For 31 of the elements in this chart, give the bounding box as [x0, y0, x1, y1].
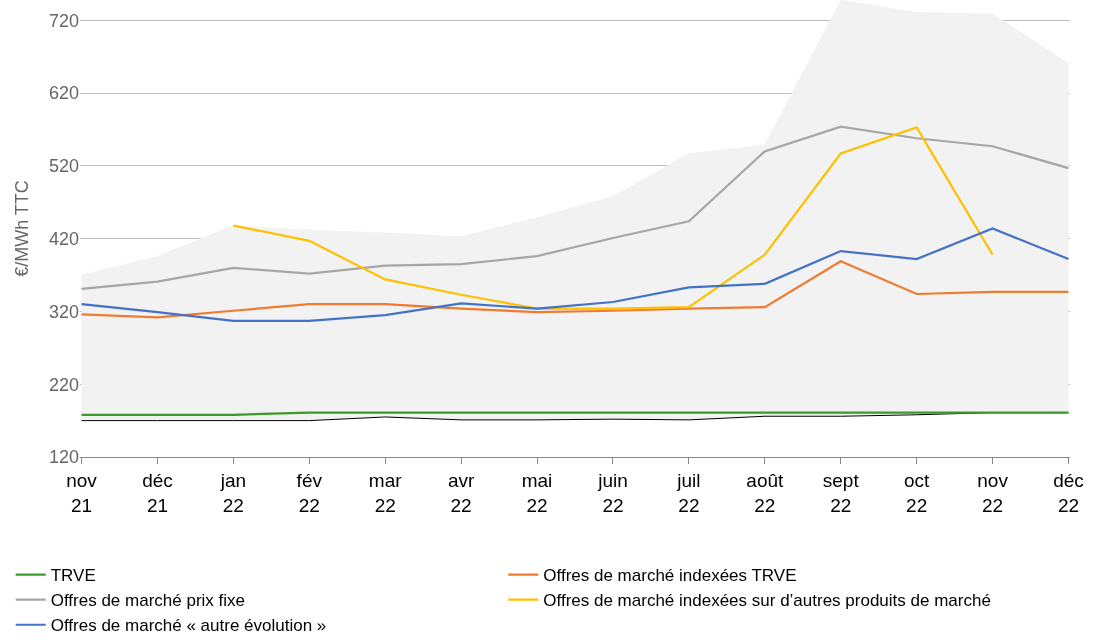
- y-tick-label: 520: [48, 156, 79, 177]
- line-series: [80, 227, 1070, 323]
- line-series: [232, 126, 994, 310]
- x-tick-label: juil 22: [676, 469, 701, 516]
- x-tick-label: mar 22: [368, 469, 403, 516]
- y-tick-label: 320: [48, 301, 79, 322]
- legend-label: TRVE: [50, 566, 96, 586]
- x-tick-label: avr 22: [447, 469, 475, 516]
- y-axis-title: €/MWh TTC: [12, 180, 33, 277]
- y-tick-label: 420: [48, 228, 79, 249]
- x-tick-label: fév 22: [296, 469, 323, 516]
- legend-label: Offres de marché indexées sur d’autres produits de marché: [543, 591, 991, 611]
- y-tick-label: 220: [48, 374, 79, 395]
- x-tick-label: nov 21: [66, 469, 98, 516]
- legend-label: Offres de marché « autre évolution »: [50, 616, 327, 636]
- x-tick-label: sept 22: [822, 469, 860, 516]
- legend-label: Offres de marché prix fixe: [50, 591, 246, 611]
- x-tick-label: déc 21: [142, 469, 173, 516]
- x-tick-label: nov 22: [977, 469, 1009, 516]
- y-tick-label: 720: [48, 10, 79, 31]
- y-tick-label: 620: [48, 83, 79, 104]
- x-tick-label: jan 22: [219, 469, 247, 516]
- x-tick-label: juin 22: [597, 469, 628, 516]
- line-series: [80, 125, 1070, 290]
- x-tick-label: août 22: [746, 469, 785, 516]
- line-series: [80, 260, 1070, 319]
- x-tick-label: déc 22: [1053, 469, 1084, 516]
- y-tick-label: 120: [48, 447, 79, 468]
- legend-label: Offres de marché indexées TRVE: [543, 566, 797, 586]
- x-tick-label: mai 22: [521, 469, 553, 516]
- x-tick-label: oct 22: [903, 469, 931, 516]
